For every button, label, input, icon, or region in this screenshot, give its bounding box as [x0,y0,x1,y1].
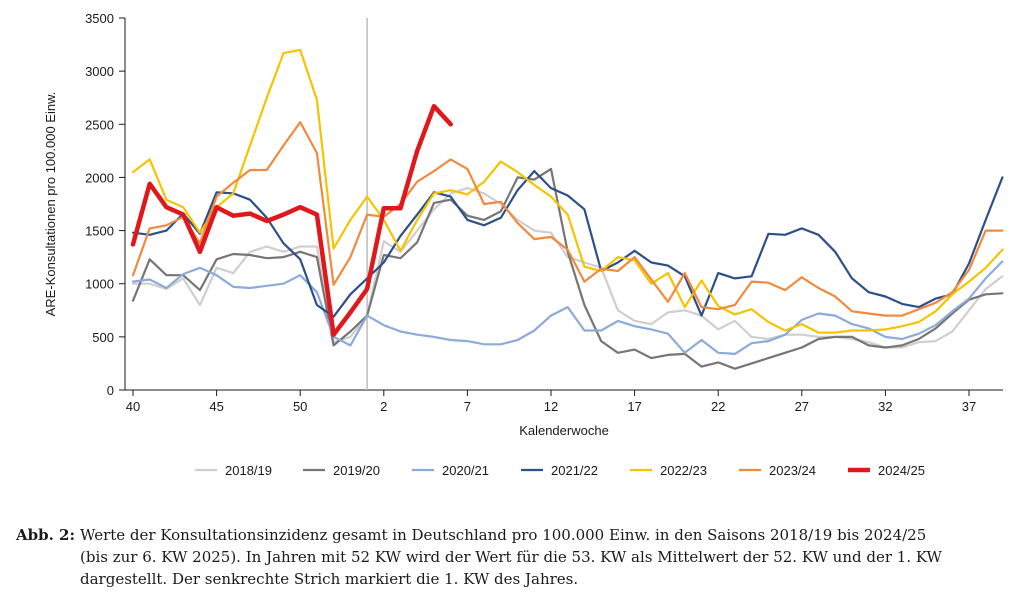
caption-line: Werte der Konsultationsinzidenz gesamt i… [80,526,927,544]
y-tick-label: 1000 [85,277,114,292]
x-tick-label: 40 [126,399,140,414]
y-tick-label: 1500 [85,224,114,239]
x-tick-label: 2 [380,399,387,414]
y-tick-label: 3500 [85,11,114,26]
legend-label: 2021/22 [551,463,598,478]
x-tick-label: 12 [544,399,558,414]
legend-label: 2019/20 [333,463,380,478]
x-tick-label: 45 [209,399,223,414]
series-line-2020-21 [131,260,1004,355]
legend-label: 2018/19 [225,463,272,478]
legend-label: 2022/23 [660,463,707,478]
y-tick-label: 2500 [85,117,114,132]
caption-separator: : [69,526,76,544]
y-tick-label: 500 [92,330,114,345]
y-tick-label: 2000 [85,170,114,185]
series-line-2021-22 [131,170,1004,318]
caption-label: Abb. 2: [16,524,75,546]
caption-text: Werte der Konsultationsinzidenz gesamt i… [80,524,1010,590]
legend-label: 2020/21 [442,463,489,478]
x-tick-label: 50 [293,399,307,414]
chart-series [130,48,1004,370]
caption-label-text: Abb. 2 [16,526,70,544]
legend-label: 2024/25 [878,463,925,478]
x-tick-label: 17 [627,399,641,414]
y-tick-label: 3000 [85,64,114,79]
caption-line: dargestellt. Der senkrechte Strich marki… [80,570,579,588]
caption-line: (bis zur 6. KW 2025). In Jahren mit 52 K… [80,548,942,566]
series-line-2024-25 [130,103,453,337]
series-line-2019-20 [131,167,1004,370]
legend-label: 2023/24 [769,463,816,478]
y-tick-label: 0 [107,383,114,398]
x-tick-label: 27 [795,399,809,414]
x-tick-label: 37 [962,399,976,414]
series-line-2022-23 [131,48,1004,334]
x-axis-title: Kalenderwoche [519,423,609,438]
chart-legend: 2018/19 2019/20 2020/21 2021/22 2022/23 2023/… [195,463,925,478]
x-tick-label: 7 [464,399,471,414]
series-line-2018-19 [131,187,1004,349]
x-tick-label: 22 [711,399,725,414]
x-tick-label: 32 [878,399,892,414]
y-axis-title: ARE-Konsultationen pro 100.000 Einw. [43,92,58,317]
series-line-2023-24 [131,121,1004,317]
